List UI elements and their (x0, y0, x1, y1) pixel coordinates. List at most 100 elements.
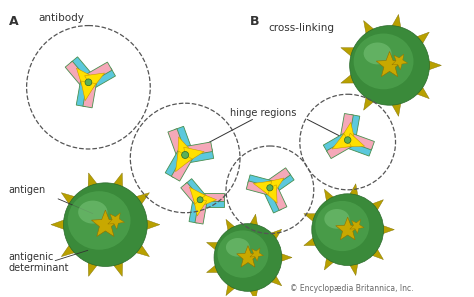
Polygon shape (379, 224, 394, 235)
Polygon shape (368, 200, 383, 214)
Polygon shape (264, 185, 277, 203)
Polygon shape (341, 72, 359, 83)
Circle shape (182, 151, 189, 159)
Polygon shape (91, 210, 119, 236)
Polygon shape (346, 115, 360, 142)
Polygon shape (76, 78, 90, 107)
Polygon shape (364, 93, 377, 110)
Polygon shape (250, 248, 264, 261)
Polygon shape (168, 129, 187, 159)
Ellipse shape (218, 230, 268, 278)
Ellipse shape (364, 42, 392, 64)
Polygon shape (392, 54, 408, 70)
Polygon shape (178, 137, 192, 158)
Polygon shape (267, 229, 282, 242)
Polygon shape (51, 218, 69, 231)
Polygon shape (269, 184, 287, 210)
Polygon shape (324, 189, 337, 205)
Ellipse shape (350, 26, 429, 105)
Polygon shape (248, 214, 258, 229)
Circle shape (85, 79, 92, 86)
Ellipse shape (64, 183, 147, 266)
Polygon shape (248, 286, 258, 297)
Polygon shape (184, 149, 214, 163)
Polygon shape (304, 214, 320, 224)
Circle shape (267, 185, 273, 191)
Circle shape (197, 197, 203, 203)
Circle shape (345, 137, 351, 143)
Polygon shape (368, 246, 383, 260)
Polygon shape (246, 181, 273, 196)
Polygon shape (425, 59, 441, 71)
Polygon shape (350, 219, 364, 233)
Polygon shape (266, 178, 284, 194)
Polygon shape (323, 132, 351, 153)
Ellipse shape (226, 238, 250, 257)
Polygon shape (81, 81, 96, 101)
Polygon shape (65, 61, 90, 88)
Polygon shape (195, 199, 207, 224)
Polygon shape (412, 83, 429, 99)
Text: antibody: antibody (38, 13, 84, 23)
Polygon shape (237, 246, 259, 267)
Polygon shape (61, 241, 79, 257)
Ellipse shape (324, 209, 349, 229)
Polygon shape (376, 51, 403, 77)
Polygon shape (70, 57, 95, 84)
Polygon shape (76, 68, 94, 87)
Polygon shape (278, 252, 292, 263)
Ellipse shape (315, 201, 369, 251)
Polygon shape (84, 62, 112, 84)
Text: © Encyclopædia Britannica, Inc.: © Encyclopædia Britannica, Inc. (290, 284, 413, 293)
Polygon shape (171, 152, 194, 181)
Polygon shape (108, 213, 125, 229)
Polygon shape (175, 151, 192, 172)
Polygon shape (193, 199, 207, 216)
Polygon shape (83, 79, 97, 108)
Polygon shape (348, 260, 358, 276)
Polygon shape (207, 242, 222, 252)
Ellipse shape (68, 191, 130, 250)
Polygon shape (248, 175, 274, 189)
Polygon shape (183, 142, 212, 157)
Polygon shape (364, 20, 377, 38)
Text: hinge regions: hinge regions (230, 108, 296, 118)
Polygon shape (88, 258, 100, 276)
Polygon shape (346, 132, 374, 150)
Polygon shape (265, 168, 291, 189)
Polygon shape (184, 147, 204, 163)
Polygon shape (185, 179, 207, 202)
Polygon shape (226, 219, 237, 234)
Ellipse shape (78, 200, 108, 224)
Polygon shape (340, 113, 353, 141)
Polygon shape (263, 187, 281, 213)
Polygon shape (131, 241, 149, 257)
Polygon shape (189, 198, 201, 223)
Polygon shape (345, 133, 365, 147)
Polygon shape (390, 15, 401, 32)
Polygon shape (269, 173, 294, 194)
Polygon shape (200, 193, 224, 201)
Polygon shape (336, 217, 360, 240)
Text: antigen: antigen (9, 185, 46, 195)
Polygon shape (85, 73, 105, 89)
Polygon shape (327, 138, 354, 159)
Ellipse shape (312, 194, 383, 266)
Polygon shape (190, 187, 205, 204)
Polygon shape (348, 184, 358, 200)
Ellipse shape (354, 34, 413, 89)
Polygon shape (390, 99, 401, 116)
Polygon shape (207, 263, 222, 273)
Polygon shape (412, 32, 429, 48)
Text: antigenic
determinant: antigenic determinant (9, 252, 69, 273)
Polygon shape (181, 182, 202, 206)
Polygon shape (111, 258, 123, 276)
Polygon shape (131, 193, 149, 208)
Polygon shape (174, 126, 193, 156)
Polygon shape (61, 193, 79, 208)
Text: cross-linking: cross-linking (268, 23, 334, 33)
Polygon shape (344, 139, 372, 156)
Polygon shape (200, 193, 217, 206)
Polygon shape (111, 173, 123, 192)
Polygon shape (254, 181, 272, 195)
